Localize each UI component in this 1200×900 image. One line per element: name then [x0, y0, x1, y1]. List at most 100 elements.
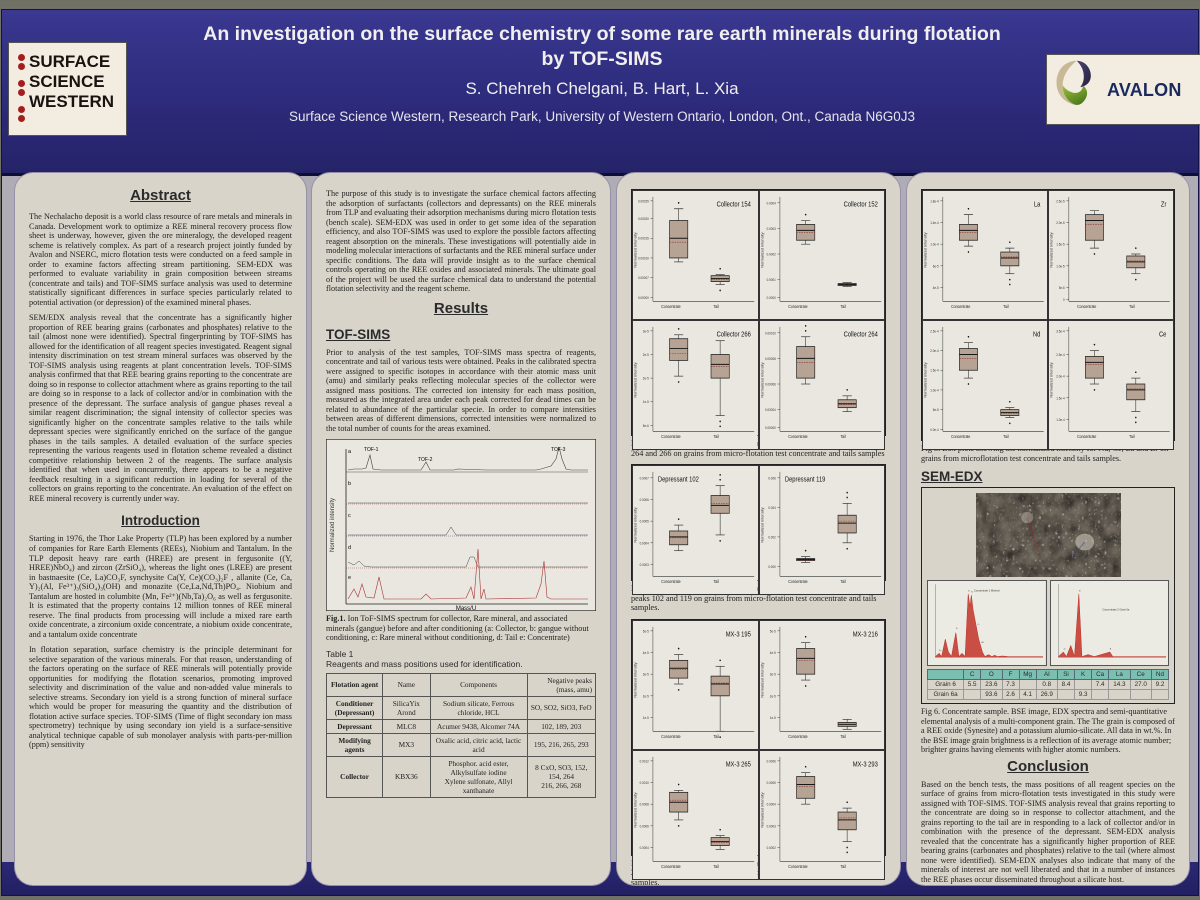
- svg-text:0.0005: 0.0005: [640, 519, 649, 523]
- svg-text:AVALON: AVALON: [1107, 80, 1182, 100]
- svg-text:0.00020: 0.00020: [638, 217, 649, 221]
- svg-text:Tail: Tail: [840, 733, 845, 738]
- svg-text:c: c: [348, 513, 351, 519]
- svg-text:MX-3 195: MX-3 195: [726, 631, 752, 639]
- svg-text:3e-5: 3e-5: [643, 672, 649, 676]
- svg-text:0.0006: 0.0006: [766, 759, 775, 763]
- svg-text:2e-5: 2e-5: [769, 694, 775, 698]
- svg-text:5e-5: 5e-5: [769, 629, 775, 633]
- svg-text:Tail: Tail: [840, 304, 845, 309]
- svg-text:4e-5: 4e-5: [643, 650, 649, 654]
- svg-text:b: b: [348, 481, 351, 487]
- svg-text:0.0007: 0.0007: [640, 476, 649, 480]
- svg-text:0.00007: 0.00007: [638, 276, 649, 280]
- svg-text:0.0010: 0.0010: [640, 780, 649, 784]
- svg-text:0.00004: 0.00004: [765, 408, 776, 412]
- svg-text:6e-5: 6e-5: [933, 264, 939, 268]
- svg-text:Collector 266: Collector 266: [717, 331, 752, 339]
- svg-text:Concentrate: Concentrate: [661, 579, 680, 584]
- svg-text:0.00008: 0.00008: [765, 357, 776, 361]
- svg-text:2e-5: 2e-5: [643, 353, 649, 357]
- svg-text:0.006: 0.006: [768, 476, 776, 480]
- svg-text:0.0003: 0.0003: [766, 824, 775, 828]
- svg-text:Concentrate 1 Mineral: Concentrate 1 Mineral: [974, 588, 1000, 592]
- svg-text:Ce: Ce: [977, 624, 979, 626]
- svg-text:Normalized intensity: Normalized intensity: [634, 362, 638, 397]
- svg-text:1.5e-5: 1.5e-5: [1056, 242, 1065, 246]
- svg-text:Tail: Tail: [1129, 434, 1134, 439]
- svg-text:0.0003: 0.0003: [766, 227, 775, 231]
- svg-text:1.0e-4: 1.0e-4: [930, 388, 939, 392]
- svg-text:Normalized intensity: Normalized intensity: [634, 232, 638, 267]
- svg-text:1e-5: 1e-5: [769, 715, 775, 719]
- svg-text:TOF-3: TOF-3: [551, 447, 566, 453]
- svg-text:3e-5: 3e-5: [769, 672, 775, 676]
- svg-text:Concentrate: Concentrate: [951, 434, 970, 439]
- svg-text:Tail: Tail: [1003, 434, 1008, 439]
- svg-text:0.0004: 0.0004: [640, 541, 649, 545]
- svg-text:1.5e-4: 1.5e-4: [930, 368, 939, 372]
- svg-text:Concentrate: Concentrate: [951, 304, 970, 309]
- svg-text:0.0004: 0.0004: [766, 201, 775, 205]
- svg-text:0.0004: 0.0004: [640, 845, 649, 849]
- svg-text:e: e: [348, 575, 351, 581]
- svg-text:Concentrate: Concentrate: [788, 434, 807, 439]
- svg-text:2e-5: 2e-5: [643, 376, 649, 380]
- svg-text:Nd: Nd: [1033, 331, 1041, 339]
- svg-text:Concentrate: Concentrate: [1077, 304, 1096, 309]
- svg-text:Normalized intensity: Normalized intensity: [924, 232, 928, 268]
- svg-text:4e-5: 4e-5: [769, 650, 775, 654]
- svg-text:Depressant 102: Depressant 102: [658, 476, 699, 484]
- svg-text:Tail: Tail: [840, 863, 845, 868]
- svg-text:Concentrate: Concentrate: [661, 733, 680, 738]
- svg-text:Mass/U: Mass/U: [456, 606, 476, 611]
- svg-text:0.0006: 0.0006: [640, 498, 649, 502]
- svg-text:0.002: 0.002: [768, 535, 776, 539]
- svg-text:2e-5: 2e-5: [643, 694, 649, 698]
- svg-text:Concentrate: Concentrate: [661, 434, 680, 439]
- svg-text:0.0005: 0.0005: [766, 780, 775, 784]
- svg-text:Normalized intensity: Normalized intensity: [760, 507, 764, 542]
- svg-text:1.0e-4: 1.0e-4: [930, 242, 939, 246]
- svg-text:Normalized intensity: Normalized intensity: [634, 792, 638, 827]
- svg-text:Normalized intensity: Normalized intensity: [634, 507, 638, 542]
- svg-text:Normalized intensity: Normalized intensity: [1050, 232, 1054, 268]
- svg-text:Nd: Nd: [981, 642, 983, 644]
- svg-text:0.000: 0.000: [768, 565, 776, 569]
- svg-text:0.00025: 0.00025: [638, 199, 649, 203]
- svg-text:Concentrate: Concentrate: [788, 304, 807, 309]
- svg-text:MX-3 265: MX-3 265: [726, 761, 752, 769]
- svg-text:Tail: Tail: [714, 863, 719, 868]
- svg-text:Collector 264: Collector 264: [843, 331, 878, 339]
- svg-text:4e-5: 4e-5: [933, 286, 939, 290]
- svg-text:Normalized intensity: Normalized intensity: [760, 362, 764, 397]
- svg-text:Normalized intensity: Normalized intensity: [760, 662, 764, 697]
- svg-text:0.0000: 0.0000: [766, 296, 775, 300]
- svg-text:1e-5: 1e-5: [643, 400, 649, 404]
- svg-text:Concentrate: Concentrate: [788, 863, 807, 868]
- svg-text:Tail: Tail: [840, 434, 845, 439]
- svg-text:Normalized intensity: Normalized intensity: [1050, 362, 1054, 398]
- svg-text:Normalized intensity: Normalized intensity: [634, 662, 638, 697]
- svg-text:0.0012: 0.0012: [640, 759, 649, 763]
- svg-text:2.5e-4: 2.5e-4: [1056, 353, 1065, 357]
- svg-text:d: d: [348, 545, 351, 551]
- svg-text:3.5e-4: 3.5e-4: [1056, 329, 1065, 333]
- svg-text:0.00006: 0.00006: [765, 382, 776, 386]
- svg-text:5e-5: 5e-5: [643, 629, 649, 633]
- svg-text:Concentrate: Concentrate: [661, 863, 680, 868]
- svg-text:TOF-2: TOF-2: [418, 457, 433, 463]
- svg-text:Fe: Fe: [956, 628, 958, 630]
- svg-text:5e-6: 5e-6: [1059, 286, 1065, 290]
- svg-text:Tail: Tail: [714, 434, 719, 439]
- svg-text:Depressant 119: Depressant 119: [784, 476, 825, 484]
- svg-text:2.5e-4: 2.5e-4: [930, 329, 939, 333]
- svg-text:0.0004: 0.0004: [766, 802, 775, 806]
- svg-text:2.5e-5: 2.5e-5: [1056, 199, 1065, 203]
- svg-text:TOF-1: TOF-1: [364, 447, 379, 453]
- svg-text:Concentrate: Concentrate: [788, 733, 807, 738]
- svg-text:5e-5: 5e-5: [933, 408, 939, 412]
- svg-text:Concentrate 2 Grain 6a: Concentrate 2 Grain 6a: [1102, 608, 1129, 612]
- svg-text:La: La: [939, 650, 941, 652]
- svg-text:3e-5: 3e-5: [643, 329, 649, 333]
